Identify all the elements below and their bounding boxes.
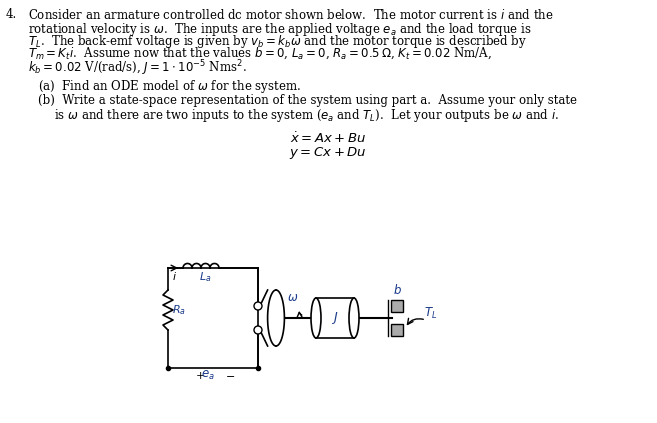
Text: rotational velocity is $\omega$.  The inputs are the applied voltage $e_a$ and t: rotational velocity is $\omega$. The inp… xyxy=(28,20,532,38)
Text: 4.: 4. xyxy=(6,8,17,21)
Text: Consider an armature controlled dc motor shown below.  The motor current is $i$ : Consider an armature controlled dc motor… xyxy=(28,8,554,22)
Text: $+$: $+$ xyxy=(195,370,205,381)
Bar xyxy=(391,324,403,336)
Bar xyxy=(391,300,403,312)
Ellipse shape xyxy=(311,298,321,338)
Text: $b$: $b$ xyxy=(392,283,401,297)
Text: (a)  Find an ODE model of $\omega$ for the system.: (a) Find an ODE model of $\omega$ for th… xyxy=(38,77,301,94)
Text: $T_m = K_t i$.  Assume now that the values $b = 0$, $L_a = 0$, $R_a = 0.5\,\Omeg: $T_m = K_t i$. Assume now that the value… xyxy=(28,46,491,61)
Text: is $\omega$ and there are two inputs to the system ($e_a$ and $T_L$).  Let your : is $\omega$ and there are two inputs to … xyxy=(54,107,559,124)
Text: $T_L$: $T_L$ xyxy=(424,305,438,321)
Text: $-$: $-$ xyxy=(225,370,235,380)
Text: $k_b = 0.02$ V/(rad/s), $J = 1 \cdot 10^{-5}$ Nms$^2$.: $k_b = 0.02$ V/(rad/s), $J = 1 \cdot 10^… xyxy=(28,58,246,77)
Ellipse shape xyxy=(349,298,359,338)
Text: (b)  Write a state-space representation of the system using part a.  Assume your: (b) Write a state-space representation o… xyxy=(38,94,577,107)
Text: $y = Cx + Du$: $y = Cx + Du$ xyxy=(289,145,367,160)
Text: $\dot{x} = Ax + Bu$: $\dot{x} = Ax + Bu$ xyxy=(290,131,366,146)
Text: $J$: $J$ xyxy=(331,310,339,326)
Bar xyxy=(316,298,354,338)
Text: $i$: $i$ xyxy=(172,270,177,282)
Circle shape xyxy=(254,326,262,334)
Text: $\omega$: $\omega$ xyxy=(286,291,298,304)
Text: $e_a$: $e_a$ xyxy=(201,369,215,382)
Text: $L_a$: $L_a$ xyxy=(199,270,212,284)
Text: $T_L$.  The back-emf voltage is given by $v_b = k_b\omega$ and the motor torque : $T_L$. The back-emf voltage is given by … xyxy=(28,33,527,50)
Circle shape xyxy=(254,302,262,310)
Text: $R_a$: $R_a$ xyxy=(172,303,186,317)
